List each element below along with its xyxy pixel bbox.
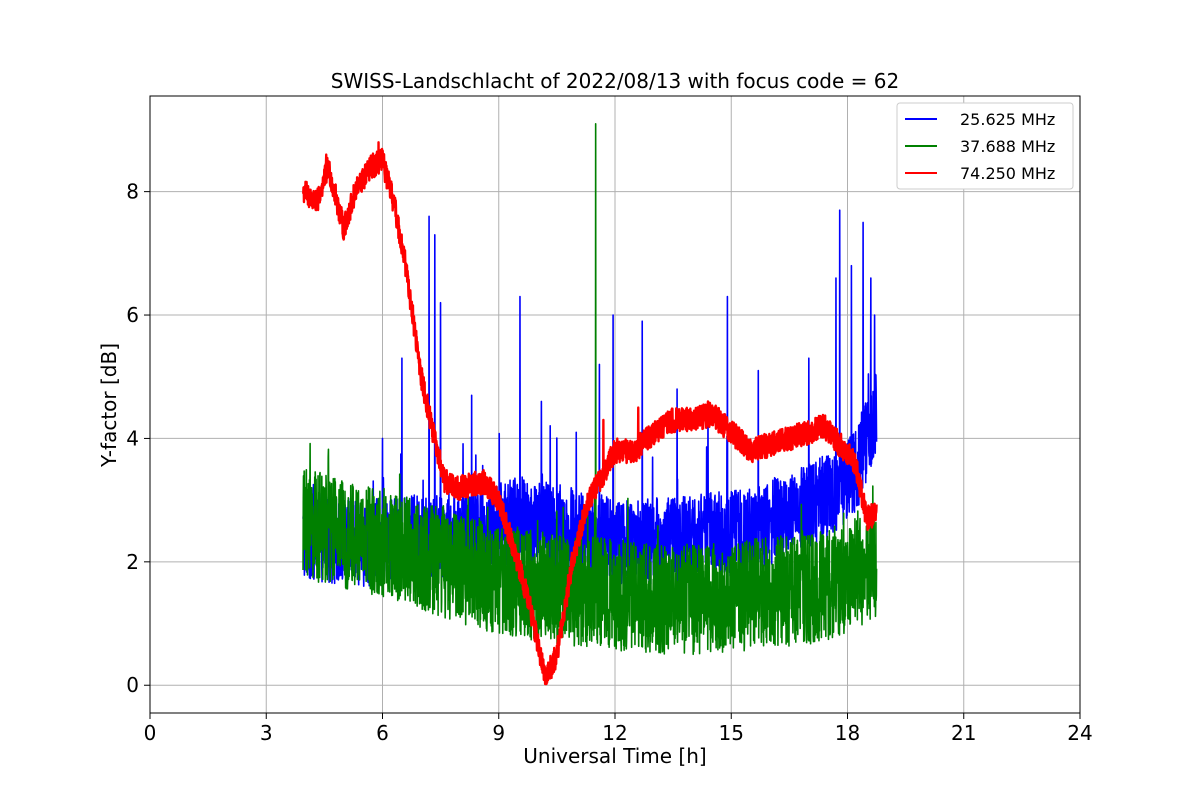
series-layer bbox=[301, 122, 878, 686]
series-line-2 bbox=[302, 122, 878, 656]
y-tick-label: 8 bbox=[126, 180, 139, 204]
y-tick-label: 6 bbox=[126, 303, 139, 327]
x-axis-label: Universal Time [h] bbox=[523, 744, 706, 768]
y-axis-label: Y-factor [dB] bbox=[97, 343, 121, 468]
x-tick-label: 12 bbox=[602, 721, 627, 745]
x-axis-ticks: 0 3 6 9 12 15 18 21 24 bbox=[144, 713, 1093, 745]
y-tick-label: 4 bbox=[126, 426, 139, 450]
x-tick-label: 9 bbox=[492, 721, 505, 745]
x-tick-label: 0 bbox=[144, 721, 157, 745]
x-tick-label: 3 bbox=[260, 721, 273, 745]
chart-title: SWISS-Landschlacht of 2022/08/13 with fo… bbox=[331, 69, 899, 93]
x-tick-label: 6 bbox=[376, 721, 389, 745]
legend-label-3: 74.250 MHz bbox=[960, 164, 1055, 183]
x-tick-label: 21 bbox=[951, 721, 976, 745]
legend: 25.625 MHz 37.688 MHz 74.250 MHz bbox=[896, 102, 1074, 190]
x-tick-label: 18 bbox=[835, 721, 860, 745]
legend-label-2: 37.688 MHz bbox=[960, 137, 1055, 156]
legend-box bbox=[896, 102, 1074, 190]
x-tick-label: 24 bbox=[1067, 721, 1092, 745]
y-tick-label: 2 bbox=[126, 550, 139, 574]
series-line-3 bbox=[301, 141, 878, 686]
y-axis-ticks: 0 2 4 6 8 bbox=[126, 180, 150, 697]
x-tick-label: 15 bbox=[719, 721, 744, 745]
y-tick-label: 0 bbox=[126, 673, 139, 697]
legend-label-1: 25.625 MHz bbox=[960, 110, 1055, 129]
